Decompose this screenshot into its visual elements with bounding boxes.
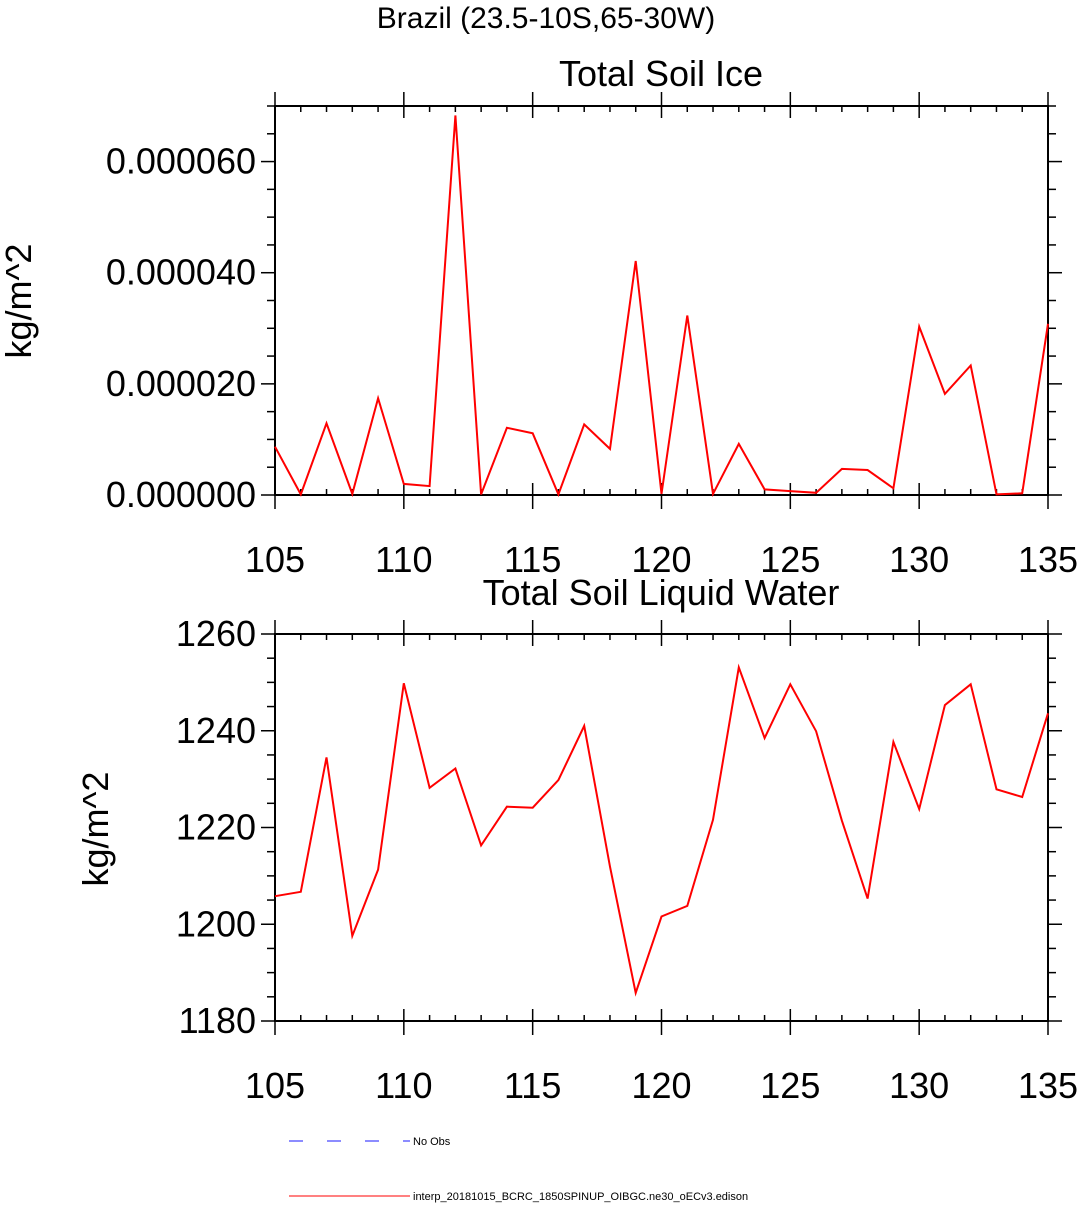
panel2-ytick-label: 1260 bbox=[176, 613, 256, 654]
figure-suptitle: Brazil (23.5-10S,65-30W) bbox=[377, 2, 715, 35]
panel1-xtick-label: 115 bbox=[504, 539, 561, 580]
panel1-ytick-label: 0.000060 bbox=[106, 141, 256, 182]
panel2-xtick-label: 105 bbox=[245, 1065, 305, 1106]
panel1-plot: 105 110 115 120 125 130 135 0.000000 0.000020 0.0… bbox=[106, 92, 1078, 580]
panel2-ytick-label: 1220 bbox=[176, 807, 256, 848]
panel1-xtick-label: 120 bbox=[631, 539, 691, 580]
panel2-series-line bbox=[274, 663, 1049, 997]
panel2-xtick-label: 135 bbox=[1018, 1065, 1078, 1106]
panel2-plot: 105 110 115 120 125 130 135 1180 1200 1220 1240 126… bbox=[176, 613, 1078, 1106]
panel1-title: Total Soil Ice bbox=[559, 53, 763, 94]
panel1-xtick-label: 130 bbox=[889, 539, 949, 580]
legend-model-label: interp_20181015_BCRC_1850SPINUP_OIBGC.ne… bbox=[413, 1191, 748, 1203]
panel1-xtick-label: 110 bbox=[375, 539, 432, 580]
panel1-ytick-label: 0.000040 bbox=[106, 252, 256, 293]
panel2-xtick-label: 130 bbox=[889, 1065, 949, 1106]
legend: No Obs interp_20181015_BCRC_1850SPINUP_O… bbox=[289, 1136, 748, 1203]
panel2-xtick-label: 115 bbox=[504, 1065, 561, 1106]
panel2-xtick-label: 120 bbox=[631, 1065, 691, 1106]
panel1-series-line bbox=[274, 115, 1049, 498]
panel1-ylabel: kg/m^2 bbox=[0, 244, 39, 359]
panel2-ytick-label: 1200 bbox=[176, 903, 256, 944]
panel1-frame bbox=[274, 105, 1049, 496]
panel2-ytick-label: 1240 bbox=[176, 710, 256, 751]
panel2-ytick-label: 1180 bbox=[179, 1000, 256, 1041]
panel1-ytick-label: 0.000000 bbox=[106, 474, 256, 515]
panel2-xtick-label: 125 bbox=[760, 1065, 820, 1106]
panel2-title: Total Soil Liquid Water bbox=[483, 572, 840, 613]
panel2-frame bbox=[274, 633, 1049, 1022]
panel2-xtick-label: 110 bbox=[375, 1065, 432, 1106]
panel1-xtick-label: 105 bbox=[245, 539, 305, 580]
panel1-ytick-label: 0.000020 bbox=[106, 363, 256, 404]
panel1-xtick-label: 125 bbox=[760, 539, 820, 580]
legend-obs-label: No Obs bbox=[413, 1136, 451, 1148]
panel2-ylabel: kg/m^2 bbox=[75, 772, 116, 887]
panel1-xtick-label: 135 bbox=[1018, 539, 1078, 580]
